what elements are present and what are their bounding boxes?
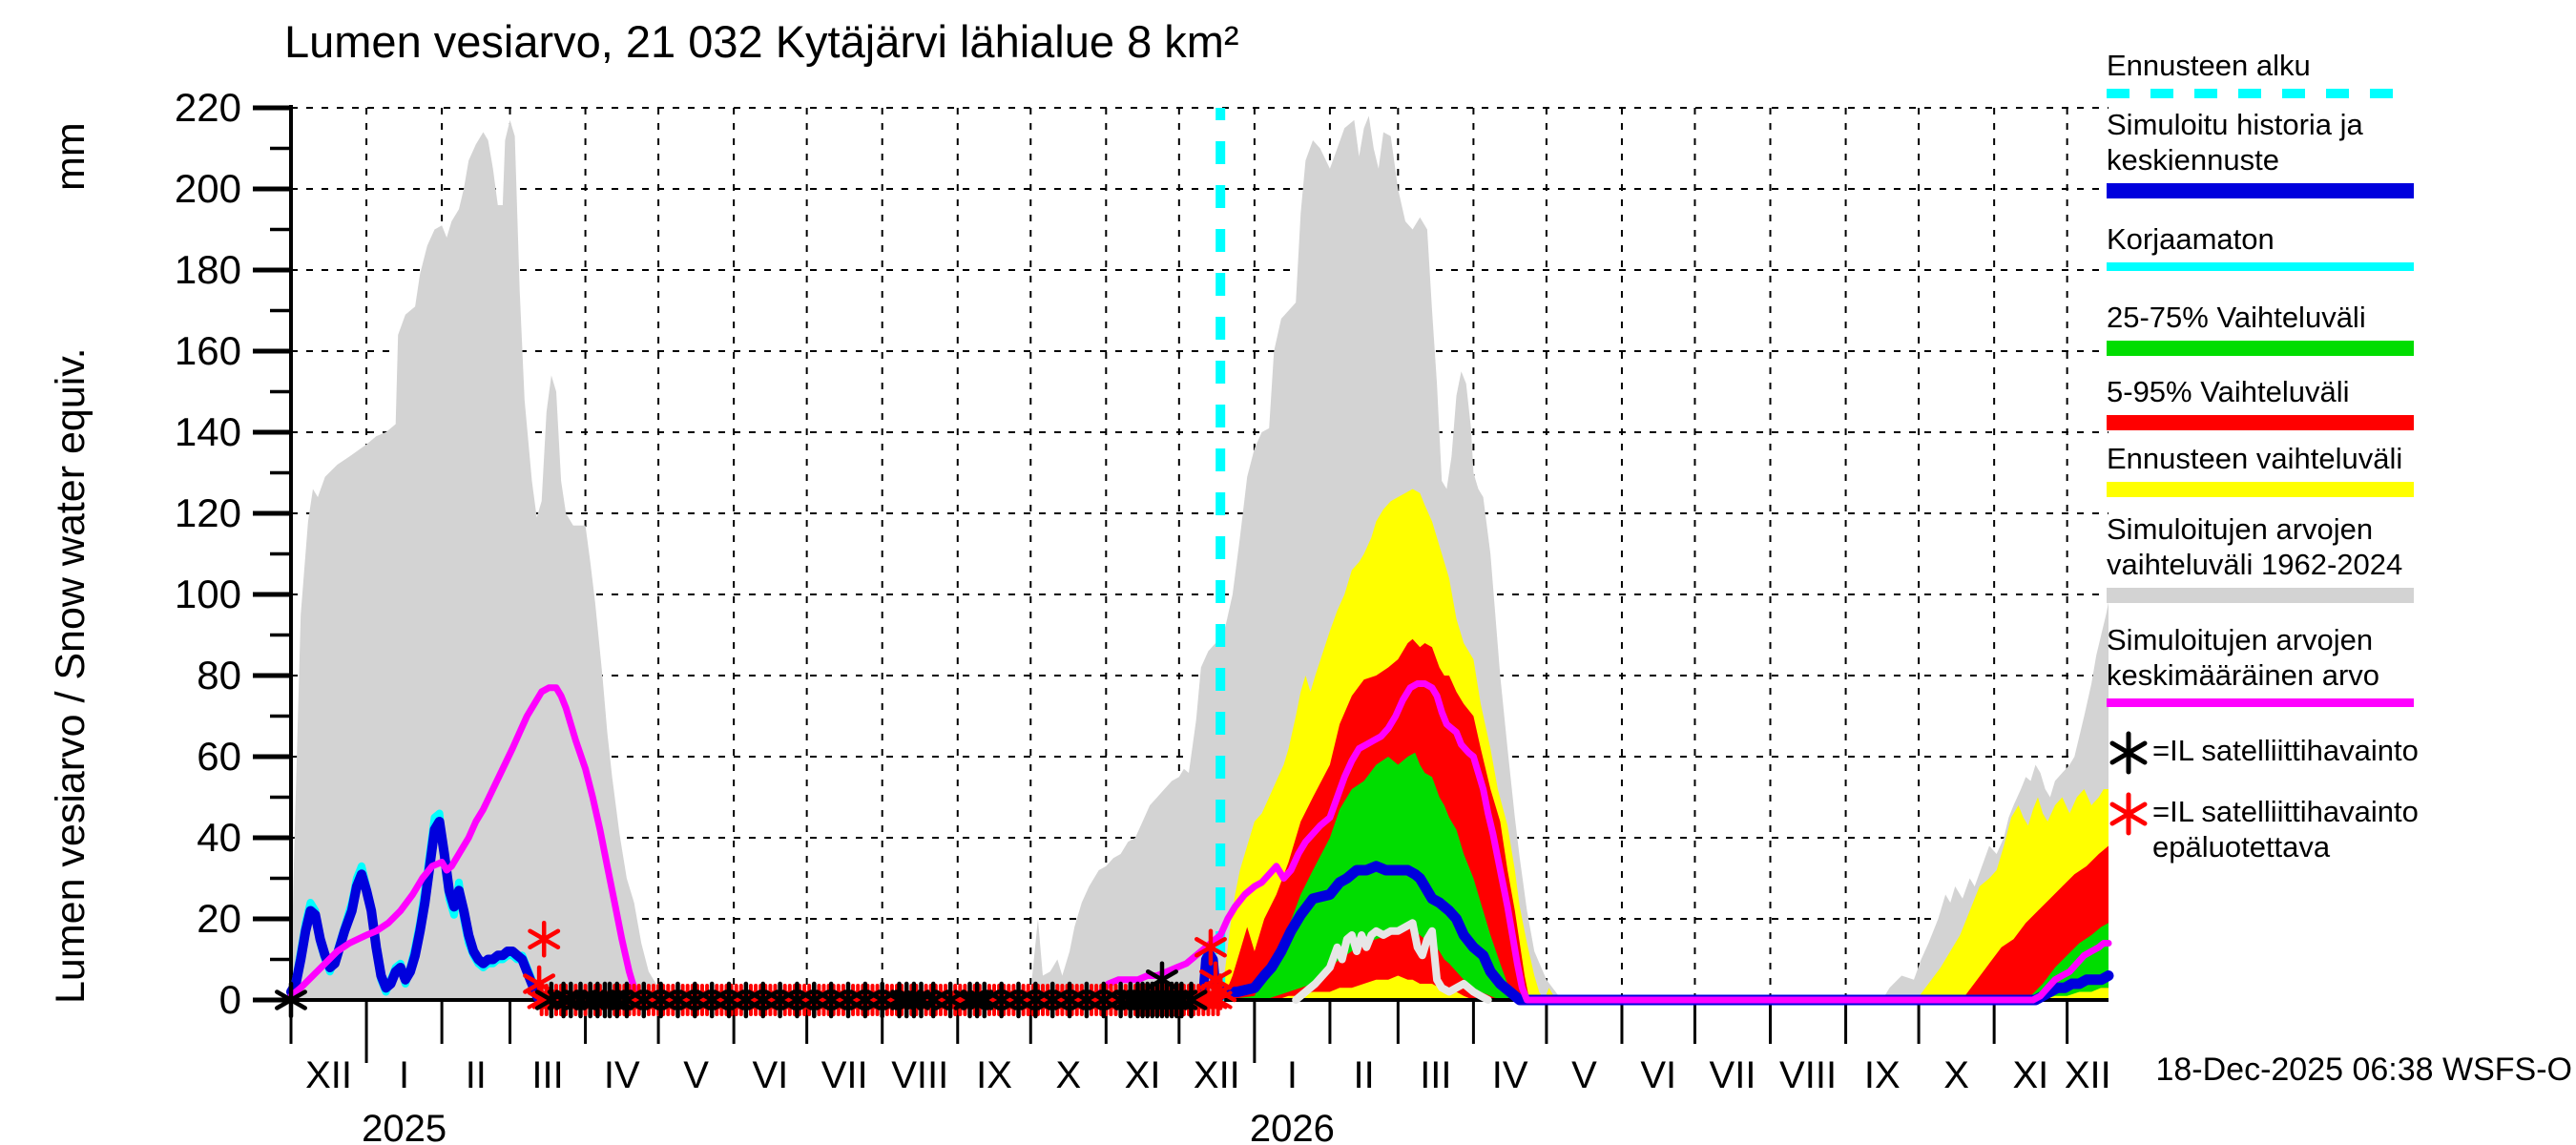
history-blue-line-swatch <box>2107 183 2414 198</box>
y-tick-label: 100 <box>175 572 241 616</box>
month-label: IV <box>604 1054 640 1096</box>
legend-item-simulated-mean: Simuloitujen arvojen keskimääräinen arvo <box>2107 622 2555 707</box>
month-label: I <box>399 1054 409 1096</box>
month-label: VI <box>1640 1054 1676 1096</box>
series-simulated-range-1962-2024 <box>291 115 2109 1000</box>
month-label: V <box>1571 1054 1597 1096</box>
y-tick-label: 120 <box>175 490 241 535</box>
y-tick-label: 60 <box>197 734 241 779</box>
y-tick-label: 220 <box>175 85 241 130</box>
month-label: XII <box>1194 1054 1240 1096</box>
satellite-markers <box>275 921 1237 1019</box>
month-label: X <box>1943 1054 1969 1096</box>
y-tick-label: 140 <box>175 409 241 454</box>
month-label: II <box>466 1054 487 1096</box>
month-label: XI <box>1125 1054 1161 1096</box>
month-label: IX <box>976 1054 1012 1096</box>
legend-item-uncorrected: Korjaamaton <box>2107 221 2555 271</box>
month-label: III <box>1420 1054 1451 1096</box>
month-label: IX <box>1864 1054 1901 1096</box>
black-asterisk-marker <box>1174 981 1208 1019</box>
legend-item-simulated-range: Simuloitujen arvojen vaihteluväli 1962-2… <box>2107 511 2555 603</box>
uncorrected-cyan-line-swatch <box>2107 262 2414 271</box>
black-asterisk-marker <box>904 981 938 1019</box>
legend-item-label: Simuloitujen arvojen vaihteluväli 1962-2… <box>2107 512 2403 581</box>
y-tick-label: 0 <box>219 977 241 1022</box>
y-axis-unit: mm <box>48 122 93 191</box>
series-history-observed-winter1 <box>286 817 545 1005</box>
chart-lines <box>286 108 2114 1006</box>
series-range-25-75-green <box>1239 752 2109 1000</box>
range-25-75-green-swatch <box>2107 341 2414 356</box>
red-asterisk-marker <box>528 921 561 958</box>
legend-item-label: =IL satelliittihavainto epäluotettava <box>2152 795 2419 864</box>
month-label: X <box>1055 1054 1081 1096</box>
series-simulated-mean-magenta <box>287 680 2112 1004</box>
y-axis-label: Lumen vesiarvo / Snow water equiv. <box>48 347 93 1004</box>
y-tick-label: 80 <box>197 653 241 697</box>
chart-title: Lumen vesiarvo, 21 032 Kytäjärvi lähialu… <box>284 16 1239 67</box>
legend-item-label: Simuloitujen arvojen keskimääräinen arvo <box>2107 623 2380 692</box>
y-tick-label: 40 <box>197 815 241 860</box>
legend-item-satellite-observation-unreliable: =IL satelliittihavainto epäluotettava <box>2107 792 2555 864</box>
black-asterisk-marker <box>275 981 307 1019</box>
legend-item-label: =IL satelliittihavainto <box>2152 734 2419 767</box>
legend-item-forecast-range: Ennusteen vaihteluväli <box>2107 441 2555 497</box>
legend-item-satellite-observation: =IL satelliittihavainto <box>2107 731 2555 775</box>
forecast-start-dashed-line-swatch <box>2107 89 2414 98</box>
forecast-range-yellow-swatch <box>2107 482 2414 497</box>
legend-item-label: Simuloitu historia ja keskiennuste <box>2107 108 2363 177</box>
simulated-mean-magenta-swatch <box>2107 698 2414 707</box>
month-label: VII <box>1710 1054 1756 1096</box>
legend-item-range-5-95: 5-95% Vaihteluväli <box>2107 374 2555 430</box>
year-label: 2025 <box>362 1108 447 1145</box>
month-label: V <box>683 1054 709 1096</box>
series-mean-forecast-blue <box>1215 861 2114 1006</box>
red-asterisk-icon <box>2109 792 2148 836</box>
legend-item-label: 5-95% Vaihteluväli <box>2107 375 2350 408</box>
legend-item-history-mean-forecast: Simuloitu historia ja keskiennuste <box>2107 107 2555 198</box>
month-label: I <box>1287 1054 1298 1096</box>
series-simulated-minimum-line <box>1292 919 1492 1004</box>
chart-areas <box>291 115 2109 1000</box>
red-asterisk-marker <box>1195 928 1227 966</box>
month-label: IV <box>1492 1054 1528 1096</box>
legend-item-label: Ennusteen alku <box>2107 49 2311 82</box>
month-label: VII <box>821 1054 868 1096</box>
legend: Ennusteen alku Simuloitu historia ja kes… <box>2107 0 2576 1145</box>
range-5-95-red-swatch <box>2107 415 2414 430</box>
y-tick-label: 200 <box>175 166 241 211</box>
y-tick-label: 180 <box>175 247 241 292</box>
y-tick-label: 20 <box>197 896 241 941</box>
month-label: VIII <box>1779 1054 1837 1096</box>
black-asterisk-icon <box>2109 731 2148 775</box>
month-label: XII <box>305 1054 352 1096</box>
month-label: III <box>531 1054 563 1096</box>
simulated-range-gray-swatch <box>2107 588 2414 603</box>
month-label: VIII <box>891 1054 948 1096</box>
legend-item-label: 25-75% Vaihteluväli <box>2107 301 2366 334</box>
month-label: II <box>1354 1054 1375 1096</box>
month-label: XII <box>2065 1054 2111 1096</box>
legend-item-forecast-start: Ennusteen alku <box>2107 48 2555 98</box>
timestamp: 18-Dec-2025 06:38 WSFS-O <box>2155 1051 2572 1088</box>
year-label: 2026 <box>1250 1108 1335 1145</box>
legend-item-label: Ennusteen vaihteluväli <box>2107 442 2403 475</box>
legend-item-range-25-75: 25-75% Vaihteluväli <box>2107 300 2555 356</box>
month-label: XI <box>2012 1054 2048 1096</box>
red-asterisk-marker <box>1204 973 1237 1010</box>
legend-item-label: Korjaamaton <box>2107 222 2275 256</box>
month-label: VI <box>752 1054 788 1096</box>
y-tick-label: 160 <box>175 328 241 373</box>
